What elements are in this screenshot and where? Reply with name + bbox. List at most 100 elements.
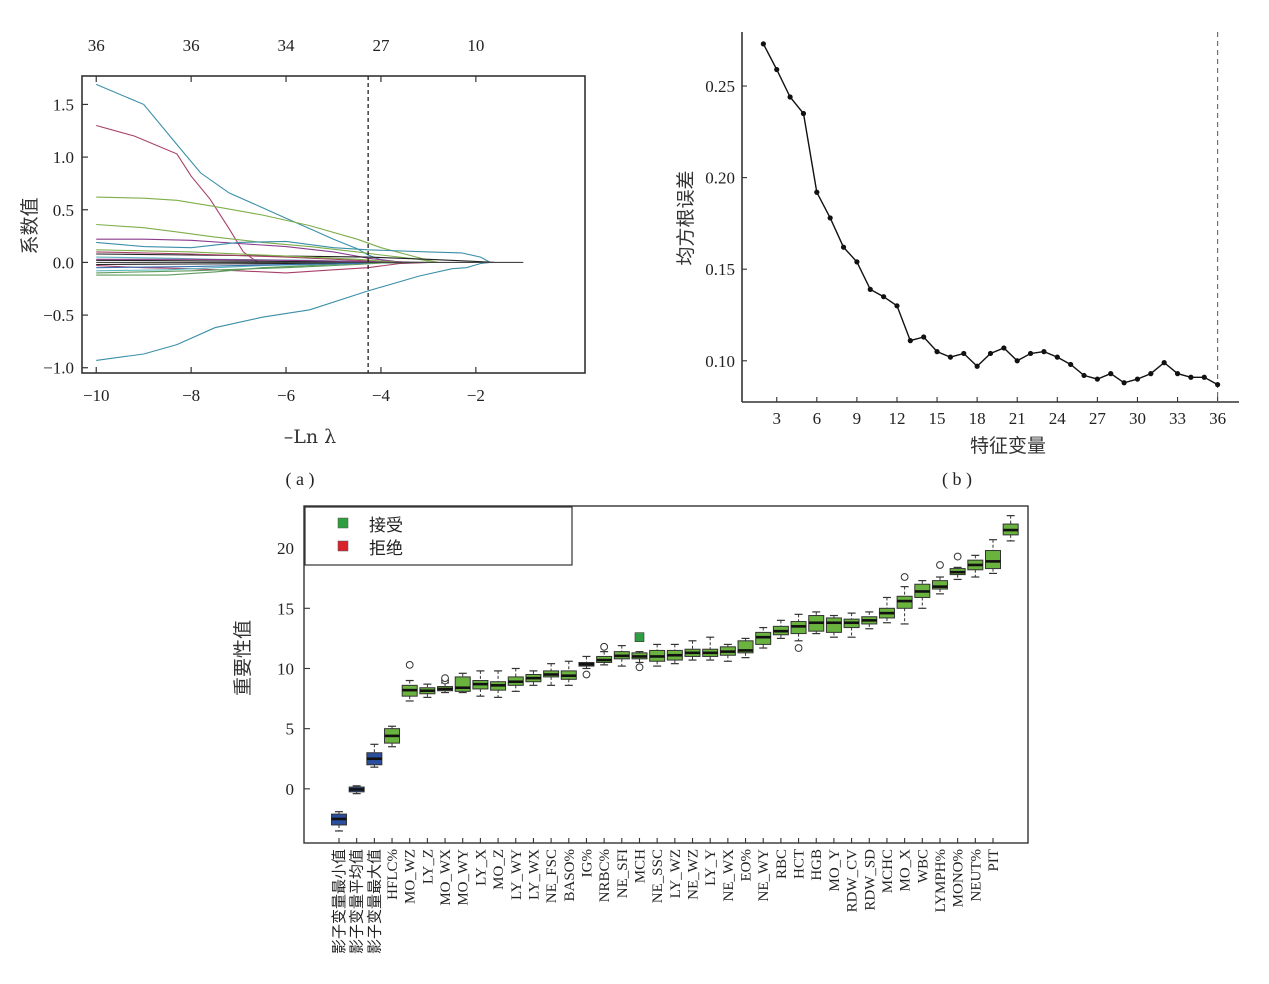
c-outlier — [794, 644, 803, 652]
c-box-iqr — [825, 617, 842, 633]
b-data-point — [961, 350, 967, 357]
c-outlier — [582, 670, 591, 679]
b-data-point — [921, 334, 927, 340]
c-x-tick-label: HCT — [792, 849, 808, 879]
c-x-axis: 影子变量最小值 影子变量平均值 影子变量最大值 HFLC% MO_WZ LY_Z MO_WX… — [331, 838, 1002, 954]
c-x-tick-label: EO% — [739, 849, 755, 882]
b-x-tick-label: 36 — [1209, 409, 1226, 428]
c-box-LY_Y — [702, 636, 719, 661]
b-x-tick-label: 33 — [1169, 409, 1186, 428]
a-top-axis: 36 36 34 27 10 — [88, 36, 484, 82]
c-box-RBC — [772, 619, 789, 639]
c-box-NE_WZ — [684, 640, 701, 661]
c-x-tick-label: WBC — [915, 849, 931, 883]
b-y-tick-label: 0.20 — [705, 169, 735, 188]
a-y-tick-label: 0.0 — [53, 253, 74, 272]
c-box-PIT — [985, 539, 1001, 575]
c-x-tick-label: NRBC% — [597, 849, 613, 902]
c-x-tick-label: MO_Y — [827, 849, 843, 892]
b-y-tick-label: 0.25 — [705, 77, 735, 96]
b-x-tick-label: 24 — [1049, 409, 1067, 428]
c-x-tick-label: NE_SSC — [650, 849, 666, 903]
c-legend: 接受 拒绝 — [304, 506, 573, 566]
b-x-tick-label: 6 — [813, 409, 822, 428]
b-data-point — [854, 259, 860, 265]
c-outlier — [953, 552, 962, 561]
c-x-tick-label: LY_Z — [420, 849, 436, 884]
c-legend-box — [304, 506, 573, 566]
b-data-point — [1201, 374, 1207, 380]
c-box-影子变量平均值 — [348, 785, 365, 795]
c-x-tick-label: LY_Y — [703, 849, 719, 886]
b-data-point — [1161, 360, 1167, 366]
b-data-point — [774, 66, 780, 73]
c-x-tick-label: 影子变量最大值 — [366, 849, 383, 954]
c-x-tick-label: MCH — [632, 849, 648, 883]
c-box-MO_Z — [490, 670, 507, 698]
b-data-point — [881, 294, 887, 300]
a-y-tick-label: 1.0 — [53, 148, 74, 167]
a-top-tick-label: 36 — [88, 36, 105, 55]
c-box-EO% — [737, 637, 754, 659]
c-x-tick-label: IG% — [579, 849, 595, 877]
c-box-HGB — [808, 611, 825, 635]
a-y-tick-label: −1.0 — [43, 359, 74, 378]
c-x-tick-label: NE_WZ — [686, 849, 702, 900]
b-data-point — [894, 303, 900, 309]
b-y-axis-title: 均方根误差 — [675, 170, 697, 265]
a-y-tick-label: 1.5 — [53, 95, 74, 114]
c-box-iqr — [985, 550, 1001, 570]
c-box-WBC — [914, 580, 931, 609]
c-box-RDW_SD — [861, 611, 878, 630]
b-rmse-line — [762, 43, 1218, 386]
panel-b-rmse-curve: 3 6 9 12 15 18 21 24 27 30 33 36 0.250.200.150.10 特… — [675, 32, 1239, 490]
a-y-axis: 1.5 1.0 0.5 0.0 −0.5 −1.0 — [43, 95, 88, 378]
a-plot-frame — [81, 75, 586, 374]
b-data-point — [1188, 374, 1194, 380]
c-x-tick-label: MO_WZ — [403, 849, 419, 904]
c-box-LYMPH% — [931, 561, 948, 595]
b-y-axis: 0.25 0.20 0.15 0.10 — [705, 77, 747, 371]
c-box-MO_WZ — [401, 660, 418, 702]
a-y-tick-label: 0.5 — [53, 201, 74, 220]
c-x-tick-label: RBC — [774, 849, 790, 879]
c-box-NE_WY — [755, 626, 772, 649]
c-box-iqr — [931, 580, 948, 590]
b-x-tick-label: 9 — [853, 409, 862, 428]
c-extra-marker — [634, 632, 645, 642]
c-legend-label-rejected: 拒绝 — [369, 539, 403, 559]
b-data-point — [1108, 371, 1114, 377]
a-top-tick-label: 27 — [372, 36, 390, 55]
b-data-point — [1121, 380, 1127, 386]
c-box-MCHC — [878, 596, 895, 624]
c-x-tick-label: RDW_SD — [862, 849, 878, 911]
c-y-tick-label: 0 — [286, 780, 295, 799]
c-box-MO_Y — [825, 614, 842, 638]
a-series-path-4 — [96, 223, 438, 263]
c-x-tick-label: BASO% — [562, 849, 578, 902]
b-data-point — [1094, 376, 1100, 382]
panel-c-boruta-importance: 20 15 10 5 0 影子变量最小值 影子变量平均值 影子变量最大值 HFLC% MO_WZ… — [232, 505, 1029, 954]
b-data-point — [1027, 350, 1034, 357]
c-box-影子变量最小值 — [331, 811, 347, 832]
c-box-undefined — [1002, 515, 1019, 542]
b-data-point — [1134, 376, 1141, 382]
a-series-path-5 — [96, 238, 410, 263]
c-box-NE_SSC — [649, 643, 666, 667]
b-rmse-points — [760, 41, 1221, 388]
b-x-tick-label: 21 — [1009, 409, 1026, 428]
a-series-path-9 — [96, 253, 495, 263]
c-outlier — [405, 660, 414, 669]
b-data-point — [800, 110, 807, 117]
c-box-MO_WY — [454, 672, 471, 694]
c-legend-swatch-accepted — [337, 517, 349, 529]
a-series-path-8 — [96, 261, 429, 274]
c-x-tick-label: HFLC% — [385, 849, 401, 900]
b-data-point — [814, 189, 820, 195]
a-x-tick-label: −10 — [83, 386, 110, 405]
c-box-iqr — [454, 676, 471, 692]
a-x-axis: −10 −8 −6 −4 −2 — [83, 367, 485, 405]
b-data-point — [987, 350, 994, 357]
c-x-tick-label: MO_WY — [456, 849, 472, 906]
